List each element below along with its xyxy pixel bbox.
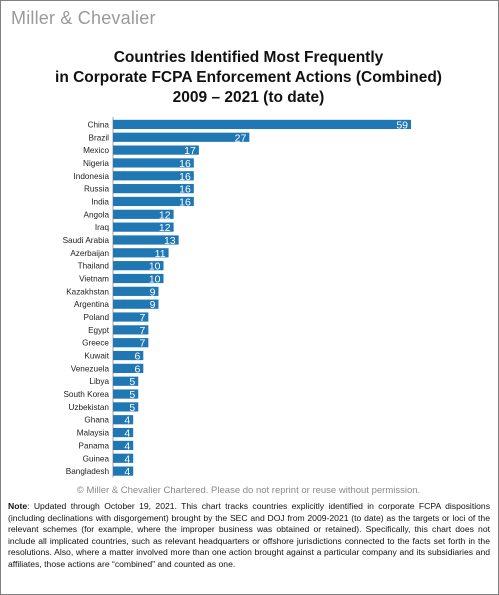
bar <box>113 389 139 399</box>
category-label: India <box>91 197 109 206</box>
bar <box>113 184 194 194</box>
bar <box>113 338 149 348</box>
bar <box>113 196 194 207</box>
bar <box>113 402 139 412</box>
bar-value-label: 5 <box>129 402 135 414</box>
category-label: Angola <box>84 210 110 219</box>
bar <box>113 427 134 438</box>
bar <box>113 273 164 284</box>
logo: Miller & Chevalier <box>11 8 156 28</box>
category-label: Vietnam <box>79 275 109 284</box>
category-label: Ghana <box>84 416 109 425</box>
bar <box>113 235 179 245</box>
category-label: Kazakhstan <box>66 287 109 296</box>
bar <box>113 132 250 142</box>
chart-title: Countries Identified Most Frequently in … <box>0 48 497 108</box>
category-label: Guinea <box>83 454 110 463</box>
category-label: Saudi Arabia <box>63 236 110 245</box>
bar-value-label: 9 <box>150 299 156 311</box>
category-label: Greece <box>82 339 109 348</box>
bar <box>113 325 149 335</box>
category-label: Argentina <box>74 300 109 309</box>
bar <box>113 415 134 425</box>
bar-value-label: 7 <box>140 312 146 324</box>
bar-value-label: 7 <box>140 338 146 350</box>
bar <box>113 299 159 309</box>
bar <box>113 209 174 219</box>
bar-value-label: 6 <box>134 351 140 363</box>
category-label: Uzbekistan <box>68 403 109 412</box>
category-label: South Korea <box>63 390 109 399</box>
bar-value-label: 16 <box>179 196 191 208</box>
title-line-3: 2009 – 2021 (to date) <box>172 89 325 106</box>
note-label: Note <box>8 501 28 511</box>
category-label: Brazil <box>89 133 110 142</box>
category-label: Thailand <box>78 262 110 271</box>
category-label: Indonesia <box>73 172 109 181</box>
bar <box>113 171 194 181</box>
title-line-1: Countries Identified Most Frequently <box>113 49 384 66</box>
bar-value-label: 11 <box>155 248 166 260</box>
category-label: Kuwait <box>84 352 109 361</box>
bar <box>113 222 174 232</box>
copyright-notice: © Miller & Chevalier Chartered. Please d… <box>76 485 421 496</box>
category-label: Iraq <box>95 223 110 232</box>
bar-value-label: 7 <box>140 325 146 337</box>
bar-value-label: 9 <box>150 286 156 298</box>
category-label: Nigeria <box>83 159 109 168</box>
category-label: Malaysia <box>77 429 110 438</box>
category-label: China <box>88 120 110 129</box>
bar-value-label: 10 <box>149 261 161 273</box>
bar-value-label: 12 <box>159 209 171 221</box>
bar <box>113 119 411 130</box>
bar <box>113 286 159 296</box>
bar <box>113 145 199 155</box>
bar-value-label: 16 <box>179 158 191 170</box>
bar-value-label: 27 <box>235 132 247 144</box>
bar-value-label: 10 <box>149 274 161 286</box>
category-label: Venezuela <box>71 364 110 373</box>
category-label: Azerbaijan <box>70 249 109 258</box>
bar <box>113 376 139 386</box>
bar <box>113 350 144 361</box>
bar <box>113 248 169 258</box>
bar <box>113 453 134 463</box>
bar-value-label: 12 <box>159 222 171 234</box>
bar-value-label: 4 <box>124 453 130 465</box>
bar-value-label: 59 <box>396 119 408 131</box>
bar-value-label: 4 <box>124 440 130 452</box>
bar-value-label: 17 <box>184 145 196 157</box>
category-label: Libya <box>89 377 109 386</box>
bar-value-label: 6 <box>134 363 140 375</box>
bar-value-label: 4 <box>124 415 130 427</box>
bar-value-label: 16 <box>179 184 191 196</box>
bar-value-label: 13 <box>164 235 176 247</box>
category-label: Mexico <box>83 146 109 155</box>
chart-note: Note: Updated through October 19, 2021. … <box>8 501 490 571</box>
category-label: Poland <box>84 313 110 322</box>
bar-value-label: 5 <box>129 376 135 388</box>
title-line-2: in Corporate FCPA Enforcement Actions (C… <box>55 69 442 86</box>
bar <box>113 466 134 476</box>
category-label: Panama <box>79 441 110 450</box>
bar-value-label: 16 <box>179 171 191 183</box>
note-text: : Updated through October 19, 2021. This… <box>8 501 490 569</box>
bar <box>113 261 164 271</box>
bar <box>113 158 194 168</box>
category-label: Bangladesh <box>66 467 110 476</box>
category-label: Russia <box>84 185 109 194</box>
bar-value-label: 5 <box>129 389 135 401</box>
bar-value-label: 4 <box>124 428 130 440</box>
bar <box>113 312 149 322</box>
category-label: Egypt <box>88 326 110 335</box>
bar <box>113 440 134 451</box>
bar-value-label: 4 <box>124 466 130 478</box>
bar <box>113 363 144 373</box>
